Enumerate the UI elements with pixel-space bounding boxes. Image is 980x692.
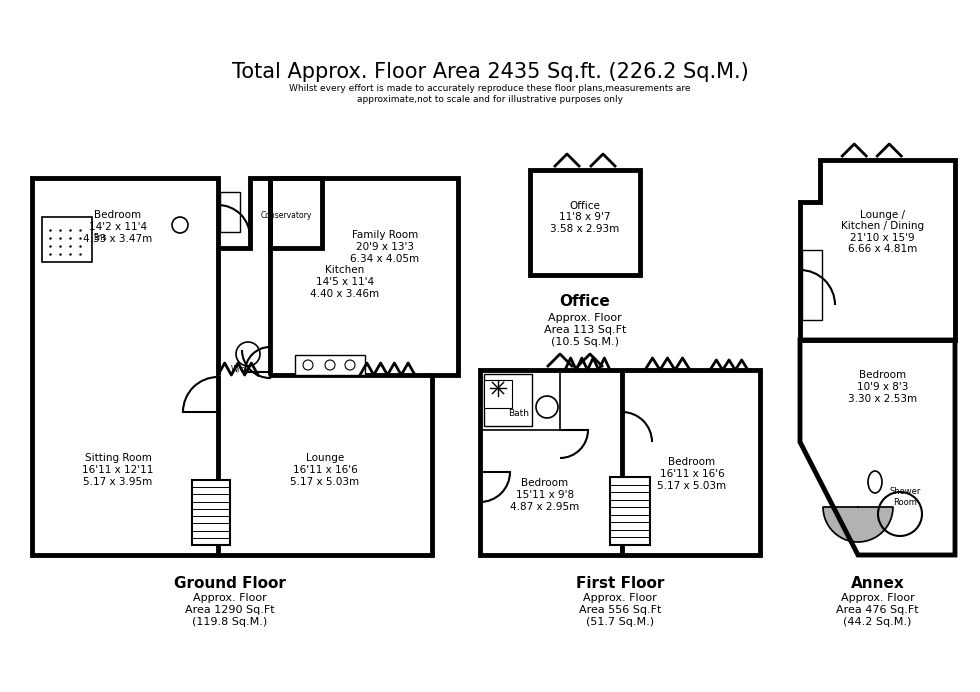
Bar [484,380,512,408]
Text: Office: Office [560,295,611,309]
Bar [42,217,92,262]
Polygon shape [800,340,955,555]
Text: Bedroom
15'11 x 9'8
4.87 x 2.95m: Bedroom 15'11 x 9'8 4.87 x 2.95m [511,478,579,511]
Text: Office
11'8 x 9'7
3.58 x 2.93m: Office 11'8 x 9'7 3.58 x 2.93m [551,201,619,234]
Text: Approx. Floor
Area 476 Sq.Ft
(44.2 Sq.M.): Approx. Floor Area 476 Sq.Ft (44.2 Sq.M.… [836,594,919,626]
Text: Shower
Room: Shower Room [889,487,920,507]
Bar [802,250,822,320]
Text: Whilst every effort is made to accurately reproduce these floor plans,measuremen: Whilst every effort is made to accuratel… [289,84,691,104]
Text: Bedroom
16'11 x 16'6
5.17 x 5.03m: Bedroom 16'11 x 16'6 5.17 x 5.03m [658,457,726,491]
Text: Annex: Annex [851,576,905,592]
Text: Bedroom
10'9 x 8'3
3.30 x 2.53m: Bedroom 10'9 x 8'3 3.30 x 2.53m [848,370,917,403]
Text: Bedroom
14'2 x 11'4
4.33 x 3.47m: Bedroom 14'2 x 11'4 4.33 x 3.47m [83,210,153,244]
Text: Approx. Floor
Area 113 Sq.Ft
(10.5 Sq.M.): Approx. Floor Area 113 Sq.Ft (10.5 Sq.M.… [544,313,626,347]
Bar [610,477,650,545]
Text: Kitchen
14'5 x 11'4
4.40 x 3.46m: Kitchen 14'5 x 11'4 4.40 x 3.46m [311,266,379,299]
Text: Sitting Room
16'11 x 12'11
5.17 x 3.95m: Sitting Room 16'11 x 12'11 5.17 x 3.95m [82,453,154,486]
Text: Total Approx. Floor Area 2435 Sq.ft. (226.2 Sq.M.): Total Approx. Floor Area 2435 Sq.ft. (22… [231,62,749,82]
Polygon shape [823,507,893,542]
Bar [192,480,230,545]
Bar [480,370,760,555]
Bar [530,170,640,275]
Text: First Floor: First Floor [576,576,664,592]
Text: Bath: Bath [509,410,529,419]
Bar [220,192,240,232]
Text: W/c: W/c [231,365,245,374]
Bar [484,374,532,426]
Polygon shape [32,178,458,555]
Text: Approx. Floor
Area 556 Sq.Ft
(51.7 Sq.M.): Approx. Floor Area 556 Sq.Ft (51.7 Sq.M.… [579,594,662,626]
Bar [295,355,365,375]
Text: Approx. Floor
Area 1290 Sq.Ft
(119.8 Sq.M.): Approx. Floor Area 1290 Sq.Ft (119.8 Sq.… [185,594,274,626]
Polygon shape [800,160,955,340]
Text: Lounge
16'11 x 16'6
5.17 x 5.03m: Lounge 16'11 x 16'6 5.17 x 5.03m [290,453,360,486]
Text: Lounge /
Kitchen / Dining
21'10 x 15'9
6.66 x 4.81m: Lounge / Kitchen / Dining 21'10 x 15'9 6… [841,210,924,255]
Text: Ground Floor: Ground Floor [174,576,286,592]
Text: Family Room
20'9 x 13'3
6.34 x 4.05m: Family Room 20'9 x 13'3 6.34 x 4.05m [351,230,419,264]
Text: Conservatory: Conservatory [261,212,312,221]
Text: Ens: Ens [93,233,107,242]
